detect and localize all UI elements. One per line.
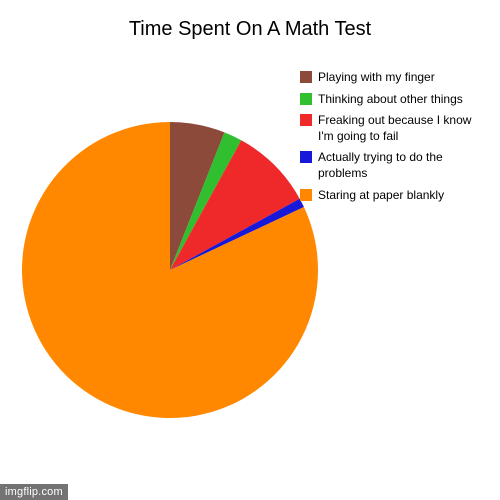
legend-label: Thinking about other things — [318, 92, 463, 108]
legend-label: Playing with my finger — [318, 70, 435, 86]
pie-chart — [20, 120, 320, 425]
chart-legend: Playing with my finger Thinking about oth… — [300, 70, 480, 209]
legend-swatch — [300, 189, 312, 201]
legend-swatch — [300, 114, 312, 126]
chart-title: Time Spent On A Math Test — [0, 0, 500, 41]
legend-label: Actually trying to do the problems — [318, 150, 480, 181]
legend-item: Thinking about other things — [300, 92, 480, 108]
legend-item: Actually trying to do the problems — [300, 150, 480, 181]
legend-label: Staring at paper blankly — [318, 188, 444, 204]
legend-swatch — [300, 71, 312, 83]
legend-swatch — [300, 151, 312, 163]
legend-item: Playing with my finger — [300, 70, 480, 86]
legend-swatch — [300, 93, 312, 105]
legend-label: Freaking out because I know I'm going to… — [318, 113, 480, 144]
watermark: imgflip.com — [0, 484, 68, 500]
legend-item: Staring at paper blankly — [300, 188, 480, 204]
legend-item: Freaking out because I know I'm going to… — [300, 113, 480, 144]
